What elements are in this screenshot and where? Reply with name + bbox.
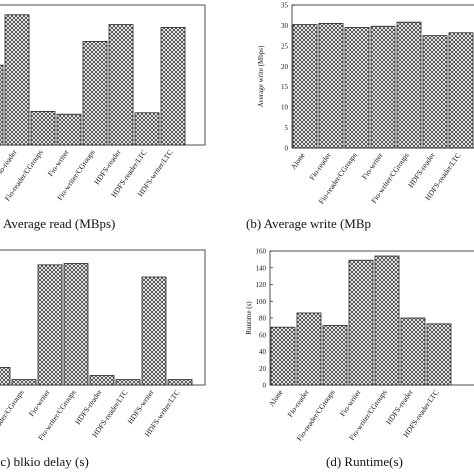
bar	[448, 32, 474, 149]
bar	[270, 326, 296, 386]
x-tick-label: Alone	[267, 387, 285, 408]
bar	[115, 379, 141, 386]
y-tick-label: 160	[256, 248, 267, 256]
bar	[370, 25, 396, 149]
y-tick-label: 40	[259, 348, 267, 356]
y-tick-label: 20	[281, 63, 289, 71]
bar	[63, 263, 89, 386]
bar	[134, 112, 160, 146]
y-tick-label: 30	[281, 22, 289, 30]
y-tick-label: 100	[256, 298, 267, 306]
bar	[30, 111, 56, 146]
y-axis-label: Runtime (s)	[245, 301, 253, 335]
y-tick-label: 120	[256, 281, 267, 289]
bar	[322, 325, 348, 386]
bar	[11, 379, 37, 386]
bar	[37, 264, 63, 386]
caption: (b) Average write (MBp	[246, 216, 371, 231]
bar	[318, 22, 344, 149]
y-tick-label: 0	[285, 145, 289, 153]
caption: Average read (MBps)	[3, 216, 115, 231]
bar	[0, 64, 4, 146]
bar	[396, 21, 422, 149]
bar	[422, 35, 448, 149]
bar	[426, 323, 452, 386]
bar	[167, 379, 193, 386]
y-tick-label: 0	[263, 382, 267, 390]
y-tick-label: 5	[285, 124, 289, 132]
plot-frame	[0, 249, 206, 386]
bar	[89, 375, 115, 386]
x-tick-label: Fio-writer	[360, 151, 385, 181]
bar	[348, 259, 374, 386]
y-axis-label: Average write (Mbps)	[257, 45, 265, 107]
x-tick-label: Fio-reader	[0, 148, 19, 179]
bar	[56, 113, 82, 146]
x-tick-label: Fio-reader	[285, 388, 311, 419]
bar	[108, 24, 134, 146]
bar	[296, 312, 322, 386]
y-tick-label: 15	[281, 83, 289, 91]
x-tick-label: Fio-writer	[27, 388, 52, 418]
bar	[292, 24, 318, 149]
x-tick-label: Fio-reader/CGroups	[0, 388, 26, 443]
y-tick-label: 25	[281, 42, 289, 50]
x-tick-label: Fio-writer	[46, 148, 71, 178]
y-tick-label: 60	[259, 331, 267, 339]
bar	[4, 14, 30, 146]
bar	[374, 255, 400, 386]
caption: (d) Runtime(s)	[326, 454, 403, 469]
bar	[82, 41, 108, 146]
x-tick-label: Fio-reader	[307, 151, 333, 182]
bar	[344, 27, 370, 149]
bar	[141, 276, 167, 386]
y-tick-label: 80	[259, 315, 267, 323]
bar	[0, 367, 11, 386]
bar	[160, 26, 186, 146]
y-tick-label: 35	[281, 2, 289, 10]
y-tick-label: 10	[281, 104, 289, 112]
x-tick-label: Fio-writer	[338, 388, 363, 418]
x-tick-label: Alone	[289, 150, 307, 171]
y-tick-label: 140	[256, 264, 267, 272]
bar	[400, 317, 426, 386]
caption: (c) blkio delay (s)	[0, 454, 89, 469]
y-tick-label: 20	[259, 365, 267, 373]
